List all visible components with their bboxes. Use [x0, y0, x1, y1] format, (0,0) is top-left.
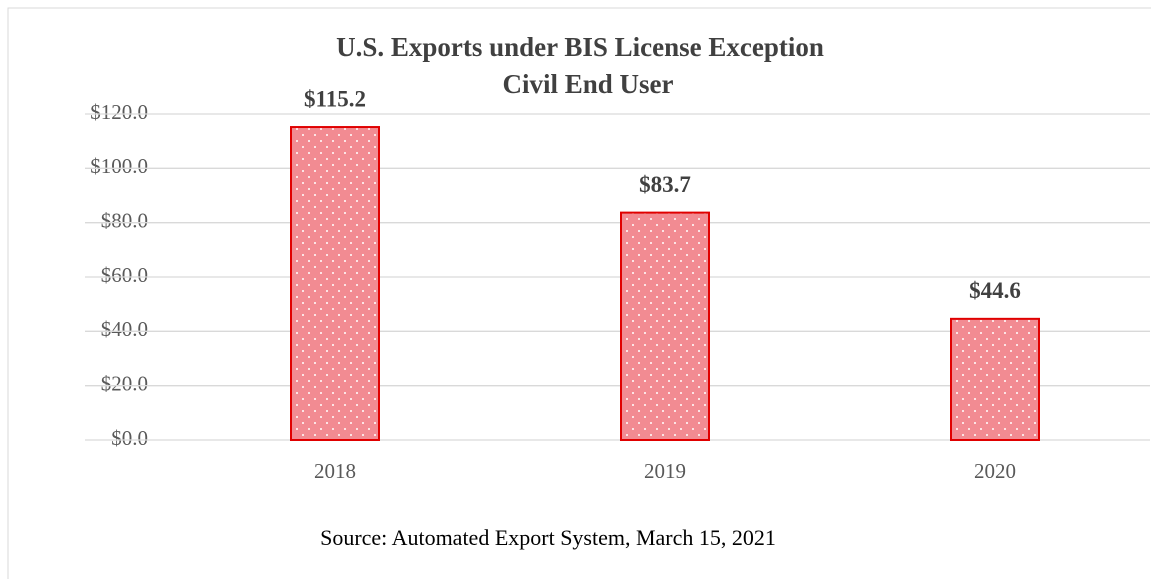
y-tick-label: $0.0 [111, 426, 148, 450]
bar [620, 211, 710, 441]
bar [950, 317, 1040, 441]
y-tick-label: $20.0 [101, 371, 148, 395]
data-label: $44.6 [969, 278, 1021, 303]
data-label: $115.2 [304, 86, 366, 111]
y-tick-label: $80.0 [101, 208, 148, 232]
chart-frame [7, 7, 1151, 579]
data-label: $83.7 [639, 172, 691, 197]
y-tick-label: $100.0 [90, 154, 148, 178]
bar [290, 126, 380, 441]
x-tick-label: 2018 [314, 459, 356, 483]
chart-title: Civil End User [502, 69, 673, 99]
y-tick-label: $40.0 [101, 317, 148, 341]
x-tick-label: 2019 [644, 459, 686, 483]
y-tick-label: $60.0 [101, 263, 148, 287]
y-tick-label: $120.0 [90, 100, 148, 124]
x-tick-label: 2020 [974, 459, 1016, 483]
chart-title: U.S. Exports under BIS License Exception [336, 32, 824, 62]
source-note: Source: Automated Export System, March 1… [320, 525, 776, 550]
